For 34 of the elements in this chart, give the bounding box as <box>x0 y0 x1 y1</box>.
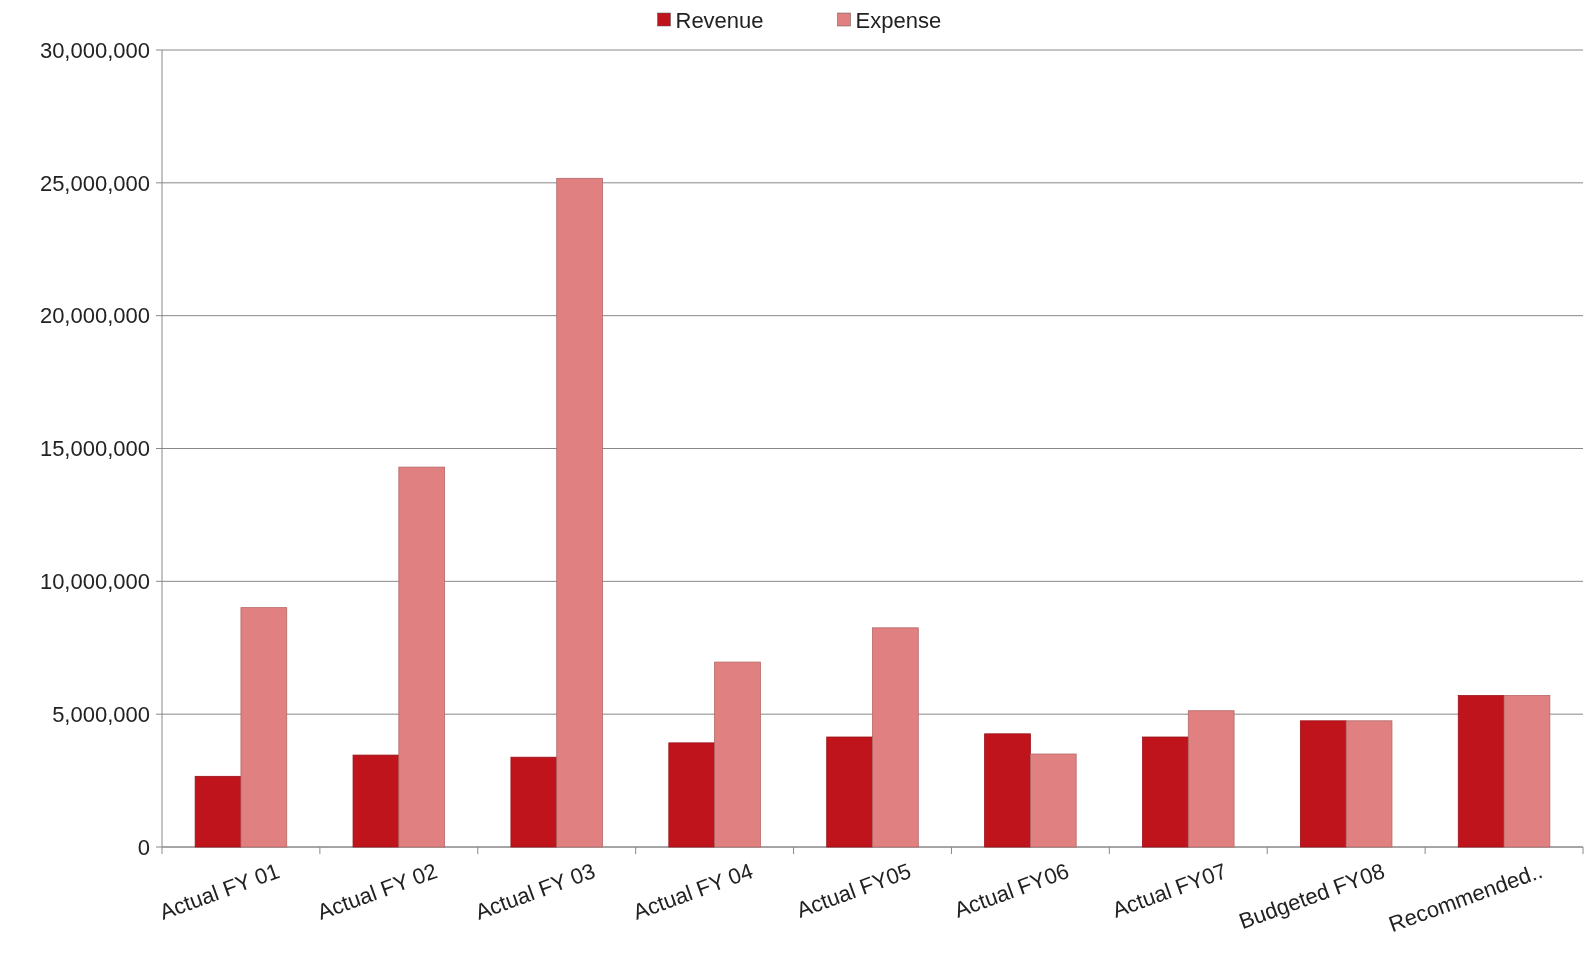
bar <box>668 742 716 848</box>
bar <box>194 775 242 848</box>
x-tick-label: Actual FY06 <box>950 858 1073 923</box>
bar <box>872 627 919 848</box>
bar <box>1187 710 1235 848</box>
y-tick-label: 25,000,000 <box>39 170 150 196</box>
y-tick-label: 5,000,000 <box>52 701 150 727</box>
bar <box>714 661 761 848</box>
bar <box>240 607 288 848</box>
bar <box>556 177 603 848</box>
x-tick-label: Actual FY 04 <box>629 858 757 925</box>
bar <box>352 754 400 848</box>
x-tick-label: Actual FY05 <box>793 858 915 923</box>
bar <box>1029 753 1077 848</box>
bar <box>1142 736 1189 848</box>
x-tick-label: Actual FY 02 <box>314 858 441 925</box>
bar <box>1345 720 1393 848</box>
bar <box>984 733 1031 848</box>
y-tick-label: 0 <box>137 834 150 860</box>
y-tick-label: 30,000,000 <box>39 37 150 63</box>
bar <box>398 466 446 848</box>
x-tick-label: Actual FY 01 <box>156 858 283 925</box>
bar <box>510 756 558 848</box>
bar <box>1457 695 1505 848</box>
legend-label: Revenue <box>675 7 764 33</box>
bar <box>826 736 873 848</box>
bar <box>1503 695 1551 848</box>
y-tick-label: 20,000,000 <box>39 303 150 329</box>
y-tick-label: 15,000,000 <box>39 436 150 462</box>
y-tick-label: 10,000,000 <box>39 569 150 595</box>
bar <box>1299 720 1347 848</box>
x-tick-label: Actual FY07 <box>1108 858 1230 923</box>
x-tick-label: Actual FY 03 <box>471 858 599 925</box>
legend-label: Expense <box>855 7 942 33</box>
